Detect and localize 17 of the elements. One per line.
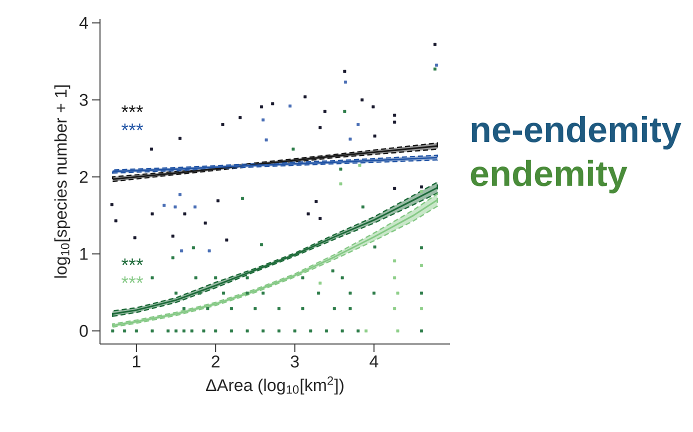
x-tick-label: 1	[133, 356, 140, 368]
y-axis-title: log$_{10}$[species number + 1]	[54, 85, 70, 278]
y-tick-label: 3	[80, 94, 88, 106]
y-tick-label: 0	[80, 324, 88, 337]
x-tick-label: 2	[212, 356, 220, 368]
x-tick-label: 4	[370, 356, 378, 368]
x-axis-title: ΔArea (log$_{10}$[km$^{2}$])	[206, 376, 344, 395]
text: endemity	[470, 160, 628, 194]
y-tick-label: 4	[79, 17, 88, 29]
annotation: ***	[122, 105, 144, 112]
annotation: ***	[122, 276, 144, 284]
annotation: ***	[122, 124, 144, 130]
annotation: ***	[122, 258, 144, 266]
y-tick-label: 1	[80, 248, 88, 260]
y-tick-label: 2	[80, 170, 88, 183]
x-tick-label: 3	[290, 356, 299, 368]
text: ne-endemity	[472, 116, 682, 150]
